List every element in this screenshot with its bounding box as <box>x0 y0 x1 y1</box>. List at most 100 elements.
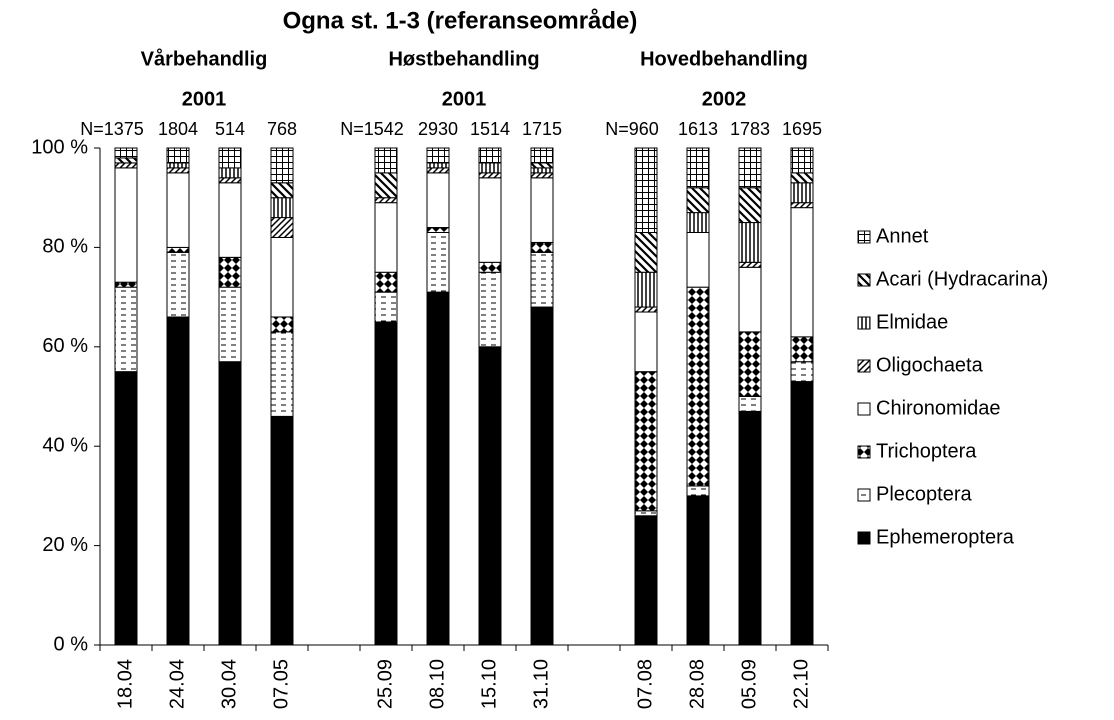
bar-segment <box>530 251 554 308</box>
bar-segment <box>686 286 710 487</box>
legend-swatch <box>857 359 871 373</box>
bar-segment <box>374 147 398 174</box>
n-label: 2930 <box>418 119 458 139</box>
bar-segment <box>530 147 554 164</box>
bar-segment <box>374 291 398 323</box>
legend-label: Elmidae <box>876 311 948 333</box>
bar-segment <box>634 231 658 273</box>
legend-label: Annet <box>876 225 929 247</box>
n-label: 768 <box>267 119 297 139</box>
legend-swatch <box>857 488 871 502</box>
group-year: 2002 <box>702 88 747 110</box>
bar-segment <box>270 316 294 333</box>
bar-segment <box>426 227 450 233</box>
n-label: 1514 <box>470 119 510 139</box>
legend-swatch <box>857 273 871 287</box>
bar-segment <box>478 177 502 263</box>
bar-segment <box>790 207 814 338</box>
group-name: Hovedbehandling <box>640 48 808 70</box>
bar-segment <box>634 306 658 313</box>
bar-segment <box>634 510 658 517</box>
x-tick-label: 08.10 <box>426 659 448 709</box>
bar-segment <box>686 147 710 189</box>
legend-label: Acari (Hydracarina) <box>876 268 1048 290</box>
bar-segment <box>530 172 554 179</box>
bar-segment <box>738 410 762 646</box>
n-label: 1715 <box>522 119 562 139</box>
bar-segment <box>426 172 450 229</box>
bar-segment <box>634 311 658 373</box>
bar-segment <box>270 197 294 219</box>
bar-segment <box>114 147 138 159</box>
bar-segment <box>686 212 710 233</box>
n-label: 514 <box>215 119 245 139</box>
y-tick-label: 60 % <box>42 335 88 357</box>
legend-swatch <box>857 402 871 416</box>
n-label: 1695 <box>782 119 822 139</box>
bar-segment <box>790 361 814 383</box>
bar-segment <box>738 266 762 333</box>
bar-segment <box>478 147 502 164</box>
bar-segment <box>426 162 450 169</box>
bar-segment <box>790 381 814 646</box>
legend-label: Oligochaeta <box>876 354 984 376</box>
x-tick-label: 24.04 <box>166 659 188 709</box>
x-tick-label: 07.05 <box>270 659 292 709</box>
legend-label: Plecoptera <box>876 483 972 505</box>
bar-segment <box>114 286 138 373</box>
bar-segment <box>634 271 658 308</box>
bar-segment <box>114 371 138 646</box>
group-name: Høstbehandling <box>388 48 539 70</box>
bar-segment <box>738 261 762 268</box>
bar-segment <box>530 306 554 646</box>
x-tick-label: 31.10 <box>530 659 552 709</box>
chart-title: Ogna st. 1-3 (referanseområde) <box>283 7 638 34</box>
bar-segment <box>218 256 242 288</box>
bar-segment <box>426 167 450 174</box>
y-tick-label: 0 % <box>54 633 89 655</box>
bar-segment <box>218 361 242 646</box>
bar-segment <box>374 202 398 273</box>
bar-segment <box>218 286 242 363</box>
bar-segment <box>374 197 398 204</box>
x-tick-label: 25.09 <box>374 659 396 709</box>
bar-segment <box>686 485 710 497</box>
bar-segment <box>270 415 294 646</box>
bar-segment <box>218 177 242 184</box>
n-label: N=1542 <box>340 119 404 139</box>
group-name: Vårbehandlig <box>141 47 268 70</box>
bar-segment <box>270 236 294 318</box>
bar-segment <box>790 202 814 209</box>
bar-segment <box>478 261 502 273</box>
legend-swatch <box>857 230 871 244</box>
bar-segment <box>114 162 138 169</box>
bar-segment <box>530 241 554 253</box>
bar-segment <box>478 346 502 646</box>
bar-segment <box>530 177 554 243</box>
bar-segment <box>738 222 762 263</box>
bar-segment <box>426 231 450 293</box>
x-tick-label: 30.04 <box>218 659 240 709</box>
bar-segment <box>634 147 658 233</box>
bar-segment <box>530 167 554 174</box>
x-tick-label: 18.04 <box>114 659 136 709</box>
legend-swatch <box>857 531 871 545</box>
bar-segment <box>166 316 190 646</box>
bar-segment <box>790 182 814 204</box>
bar-segment <box>634 515 658 646</box>
bar-segment <box>686 187 710 214</box>
bar-segment <box>738 187 762 224</box>
bar-segment <box>166 147 190 164</box>
bar-segment <box>166 172 190 248</box>
x-tick-label: 15.10 <box>478 659 500 709</box>
bar-segment <box>738 331 762 398</box>
bar-segment <box>374 172 398 199</box>
legend-swatch <box>857 445 871 459</box>
bar-segment <box>218 167 242 179</box>
x-tick-label: 05.09 <box>738 659 760 709</box>
n-label: 1613 <box>678 119 718 139</box>
bar-segment <box>166 167 190 174</box>
y-tick-label: 20 % <box>42 534 88 556</box>
y-tick-label: 100 % <box>31 136 88 158</box>
bar-segment <box>426 291 450 646</box>
